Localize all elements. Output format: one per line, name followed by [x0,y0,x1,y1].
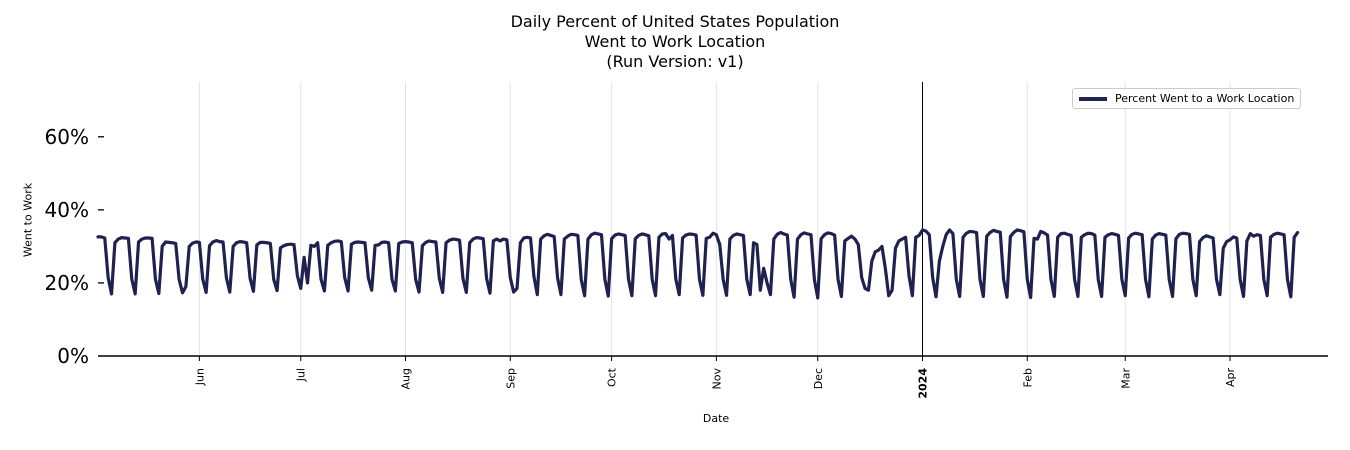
y-axis-label: Went to Work [21,182,35,258]
chart-title-line-2: Went to Work Location [584,32,766,51]
y-axis: 0% 20% 40% 60% [45,125,104,368]
x-tick-label: Jul [295,368,308,382]
x-axis: Jun Jul Aug Sep Oct Nov Dec 2024 Feb Mar Apr [98,355,1328,399]
x-tick-label: Sep [504,368,517,389]
x-tick-label: Oct [606,367,619,387]
legend-label: Percent Went to a Work Location [1115,92,1295,105]
y-tick-label: 0% [57,344,89,368]
x-tick-label: 2024 [917,368,930,399]
x-axis-label: Date [702,412,730,425]
x-tick-label: Jun [193,368,206,386]
x-tick-label: Nov [710,368,723,390]
y-tick-label: 20% [45,271,89,295]
series-line-percent-went-to-work [96,228,1300,300]
chart-title-line-3: (Run Version: v1) [606,52,744,71]
legend-line-swatch [1079,96,1107,101]
legend: Percent Went to a Work Location [1072,88,1302,109]
x-tick-label: Apr [1224,368,1237,388]
x-tick-label: Mar [1119,368,1132,389]
x-tick-label: Feb [1021,368,1034,387]
gridlines [198,82,1231,356]
chart-title: Daily Percent of United States Populatio… [0,12,1350,72]
y-tick-label: 60% [45,125,89,149]
y-tick-label: 40% [45,198,89,222]
chart-title-line-1: Daily Percent of United States Populatio… [510,12,840,31]
x-tick-label: Dec [812,368,825,389]
x-tick-label: Aug [400,368,413,389]
